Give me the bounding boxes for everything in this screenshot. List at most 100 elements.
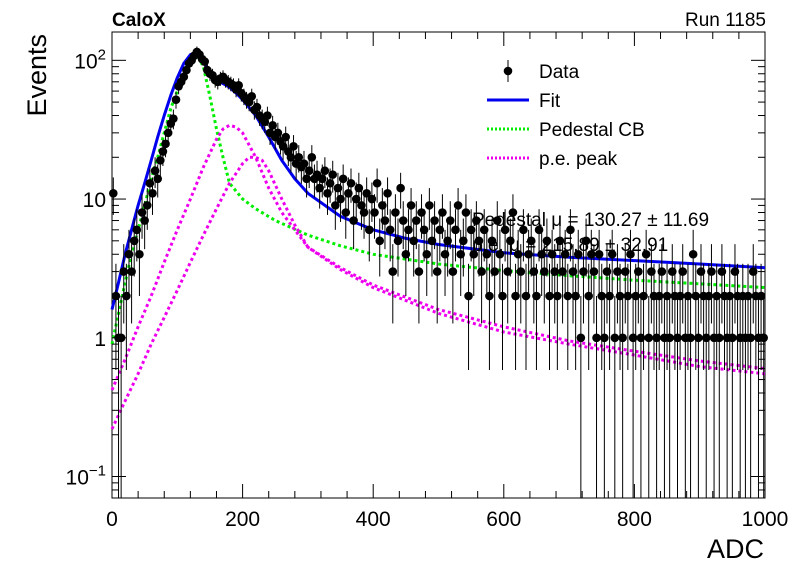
data-point xyxy=(678,244,688,324)
data-point xyxy=(498,263,507,371)
experiment-label: CaloX xyxy=(112,10,166,31)
data-point xyxy=(142,188,152,230)
plot-frame xyxy=(111,31,766,499)
data-marker xyxy=(746,333,755,343)
data-marker xyxy=(592,333,601,343)
data-point xyxy=(553,263,562,371)
x-tick-label: 600 xyxy=(486,508,521,531)
curve-pedestal-cb xyxy=(110,53,766,345)
data-marker xyxy=(148,189,157,198)
data-marker xyxy=(641,249,651,259)
data-point xyxy=(707,244,716,324)
data-point xyxy=(422,229,432,297)
data-point xyxy=(370,194,379,239)
y-tick-label: 10−1 xyxy=(66,463,106,490)
data-marker xyxy=(474,236,484,246)
data-points xyxy=(109,46,768,498)
data-marker xyxy=(281,132,290,142)
fit-annotation-2: p.e. μ = 215.89 ± 32.91 xyxy=(472,235,668,256)
run-label: Run 1185 xyxy=(685,10,766,31)
curve-p-e-peak xyxy=(110,155,766,430)
x-tick-label: 200 xyxy=(225,508,260,531)
data-point xyxy=(573,229,583,297)
data-point xyxy=(500,209,510,262)
data-marker xyxy=(135,249,144,259)
data-point xyxy=(281,126,290,150)
data-point xyxy=(560,229,570,297)
data-marker xyxy=(289,142,298,151)
data-marker xyxy=(555,236,565,246)
data-marker xyxy=(714,333,724,343)
data-point xyxy=(618,296,627,498)
data-marker xyxy=(600,333,609,343)
data-marker xyxy=(626,249,635,259)
data-marker xyxy=(380,216,390,225)
data-marker xyxy=(563,291,573,301)
data-marker xyxy=(169,114,178,123)
data-marker xyxy=(477,267,486,276)
data-point xyxy=(464,263,473,371)
data-point xyxy=(526,218,536,277)
data-marker xyxy=(519,225,528,235)
data-point xyxy=(169,109,178,130)
data-point xyxy=(411,201,421,250)
data-point xyxy=(492,201,502,250)
data-point xyxy=(566,209,575,262)
data-marker xyxy=(634,267,643,276)
data-point xyxy=(380,201,390,250)
data-point xyxy=(425,188,434,230)
data-marker xyxy=(364,225,374,235)
data-point xyxy=(576,296,586,498)
data-marker xyxy=(432,267,442,276)
data-marker xyxy=(247,92,257,101)
data-point xyxy=(485,263,494,371)
legend: Data Fit Pedestal CB p.e. peak xyxy=(487,60,645,170)
data-point xyxy=(383,177,392,215)
data-marker xyxy=(487,236,497,246)
data-marker xyxy=(688,249,698,259)
data-marker xyxy=(553,291,562,301)
data-marker xyxy=(498,291,507,301)
data-marker xyxy=(320,166,330,176)
data-marker xyxy=(346,178,356,188)
data-marker xyxy=(573,249,583,259)
data-marker xyxy=(396,183,405,193)
data-marker xyxy=(678,267,688,276)
data-point xyxy=(307,145,317,173)
data-marker xyxy=(576,333,586,343)
data-point xyxy=(641,229,651,297)
data-point xyxy=(385,209,395,262)
data-point xyxy=(432,244,442,324)
data-point xyxy=(398,201,408,250)
data-marker xyxy=(109,189,118,198)
data-point xyxy=(490,244,499,324)
data-marker xyxy=(171,95,181,105)
data-marker xyxy=(328,170,338,179)
data-marker xyxy=(508,208,518,217)
data-point xyxy=(153,164,163,198)
data-marker xyxy=(464,291,473,301)
legend-label: Pedestal CB xyxy=(539,120,645,141)
data-point xyxy=(686,296,695,498)
data-marker xyxy=(526,236,536,246)
data-marker xyxy=(532,291,541,301)
data-marker xyxy=(589,267,599,276)
data-marker xyxy=(406,201,416,210)
data-point xyxy=(200,55,210,68)
data-point xyxy=(396,172,405,209)
data-marker xyxy=(362,189,371,198)
data-marker xyxy=(490,267,499,276)
data-point xyxy=(148,177,157,215)
data-marker xyxy=(485,291,494,301)
legend-label: Fit xyxy=(539,91,561,112)
data-point xyxy=(600,296,609,498)
data-marker xyxy=(383,189,392,198)
data-point xyxy=(438,194,447,239)
data-point xyxy=(109,177,118,215)
data-marker xyxy=(618,333,627,343)
data-point xyxy=(610,296,620,498)
data-point xyxy=(406,188,416,230)
data-point xyxy=(474,218,484,277)
data-marker xyxy=(665,333,674,343)
